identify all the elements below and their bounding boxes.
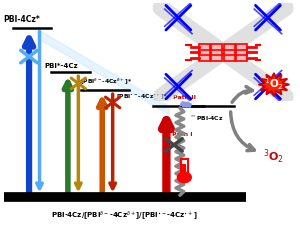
Text: [PBI$^{\delta-}$-4Cz$^{\delta+}$]*: [PBI$^{\delta-}$-4Cz$^{\delta+}$]* bbox=[80, 77, 132, 87]
Polygon shape bbox=[38, 30, 169, 115]
Polygon shape bbox=[258, 73, 290, 96]
Text: Path II: Path II bbox=[173, 95, 196, 100]
Bar bbox=[181, 160, 188, 177]
Text: $^3$O$_2$: $^3$O$_2$ bbox=[263, 148, 284, 166]
Bar bbox=[182, 164, 186, 176]
Text: $^{**}$PBI-4Cz: $^{**}$PBI-4Cz bbox=[190, 114, 224, 123]
Circle shape bbox=[178, 172, 191, 182]
Text: PBI-4Cz/[PBI$^{\delta-}$-4Cz$^{\delta+}$]/[PBI$^{\bullet-}$-4Cz$^{\bullet+}$]: PBI-4Cz/[PBI$^{\delta-}$-4Cz$^{\delta+}$… bbox=[51, 210, 198, 223]
Text: PBI-4Cz*: PBI-4Cz* bbox=[4, 15, 41, 24]
Text: Path I: Path I bbox=[172, 132, 193, 137]
Text: PBI*-4Cz: PBI*-4Cz bbox=[44, 63, 78, 69]
Text: [PBI$^{\bullet-}$-4Cz$^{\bullet+}$]*: [PBI$^{\bullet-}$-4Cz$^{\bullet+}$]* bbox=[116, 93, 168, 102]
Text: $^1$O$_2$: $^1$O$_2$ bbox=[264, 77, 284, 92]
